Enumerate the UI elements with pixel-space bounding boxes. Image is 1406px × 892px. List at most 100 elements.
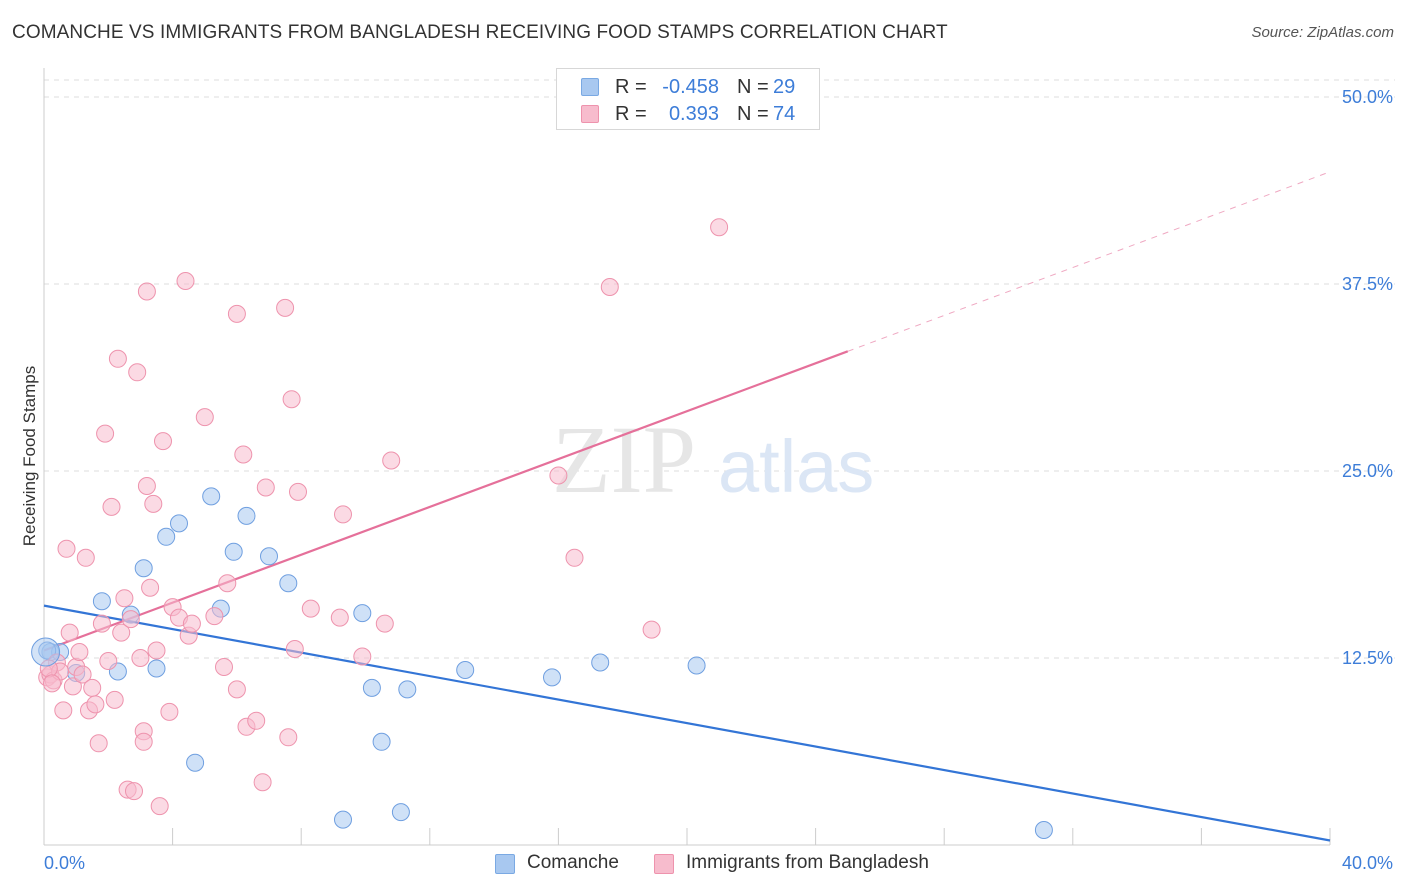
point-bangladesh xyxy=(54,701,73,720)
legend-series: Comanche Immigrants from Bangladesh xyxy=(0,852,1406,878)
point-bangladesh xyxy=(205,607,224,626)
point-bangladesh xyxy=(89,734,108,753)
point-bangladesh xyxy=(60,623,79,642)
legend-label-comanche: Comanche xyxy=(527,852,619,873)
point-bangladesh xyxy=(99,652,118,670)
point-bangladesh xyxy=(137,282,156,301)
y-tick-label: 50.0% xyxy=(1342,87,1393,107)
point-bangladesh xyxy=(215,658,233,676)
point-bangladesh xyxy=(301,599,320,618)
point-bangladesh xyxy=(334,505,352,524)
point-bangladesh xyxy=(144,494,163,513)
point-comanche xyxy=(237,506,256,525)
chart-title: COMANCHE VS IMMIGRANTS FROM BANGLADESH R… xyxy=(12,22,948,43)
legend-r-label: R = xyxy=(615,76,647,98)
point-bangladesh xyxy=(710,218,729,237)
point-comanche xyxy=(353,604,372,623)
point-comanche xyxy=(543,668,561,687)
legend-n-value: 74 xyxy=(773,103,796,125)
point-comanche xyxy=(202,487,221,506)
point-comanche xyxy=(591,653,610,672)
grid-layer xyxy=(44,79,1395,659)
point-bangladesh xyxy=(121,610,140,629)
watermark-atlas: atlas xyxy=(718,425,874,508)
point-bangladesh xyxy=(234,445,253,464)
point-bangladesh xyxy=(43,674,61,693)
point-comanche xyxy=(92,592,111,611)
y-tick-label: 25.0% xyxy=(1342,461,1393,481)
legend-swatch-bangladesh xyxy=(581,105,599,123)
point-bangladesh xyxy=(642,620,661,639)
point-bangladesh xyxy=(279,728,298,747)
point-bangladesh xyxy=(96,424,115,443)
point-comanche xyxy=(334,810,352,829)
point-bangladesh xyxy=(256,478,275,497)
legend-r-value: 0.393 xyxy=(668,103,719,125)
point-comanche xyxy=(186,753,205,772)
point-comanche xyxy=(372,732,391,751)
point-bangladesh xyxy=(57,539,76,558)
legend-row-comanche: R = -0.458 N = 29 xyxy=(557,73,819,101)
point-bangladesh xyxy=(70,643,89,661)
point-bangladesh xyxy=(102,497,121,516)
point-bangladesh xyxy=(182,614,201,633)
source-label: Source: ZipAtlas.com xyxy=(1251,24,1394,41)
point-bangladesh xyxy=(218,574,237,593)
point-bangladesh xyxy=(289,482,307,501)
point-bangladesh xyxy=(375,614,394,633)
point-bangladesh xyxy=(141,578,160,597)
point-comanche xyxy=(1034,821,1053,839)
point-bangladesh xyxy=(382,451,401,470)
point-bangladesh xyxy=(83,678,102,697)
point-bangladesh xyxy=(137,477,156,495)
point-bangladesh xyxy=(128,363,147,382)
legend-swatch-comanche xyxy=(581,78,599,96)
legend-n-value: 29 xyxy=(773,76,796,98)
point-comanche xyxy=(260,547,278,566)
watermark: ZIP atlas xyxy=(552,406,874,513)
point-comanche xyxy=(362,678,381,697)
legend-swatch-comanche xyxy=(495,854,515,874)
point-bangladesh xyxy=(134,732,153,751)
point-bangladesh xyxy=(353,647,372,666)
tick-labels: 12.5% 25.0% 37.5% 50.0% 0.0% 40.0% xyxy=(44,87,1393,873)
point-comanche xyxy=(456,661,475,679)
point-bangladesh xyxy=(154,432,172,451)
point-bangladesh xyxy=(115,589,134,608)
point-comanche xyxy=(147,659,166,678)
watermark-zip: ZIP xyxy=(552,406,696,513)
point-bangladesh xyxy=(76,548,95,567)
point-comanche xyxy=(157,527,176,546)
x-tick-label-min: 0.0% xyxy=(44,853,85,873)
legend-row-bangladesh: R = 0.393 N = 74 xyxy=(557,100,819,128)
point-comanche-large xyxy=(31,637,61,667)
point-bangladesh xyxy=(131,649,150,667)
legend-n-label: N = xyxy=(737,76,769,98)
y-tick-label: 12.5% xyxy=(1342,648,1393,668)
legend-r-value: -0.458 xyxy=(662,76,719,98)
point-comanche xyxy=(391,803,410,822)
trend-line-comanche xyxy=(43,604,1331,842)
y-axis-label: Receiving Food Stamps xyxy=(20,365,39,547)
legend-swatch-bangladesh xyxy=(654,854,674,874)
point-bangladesh xyxy=(105,690,124,709)
point-comanche xyxy=(224,542,243,561)
point-bangladesh xyxy=(330,608,349,627)
trend-line-bangladesh-extension xyxy=(847,171,1331,352)
point-comanche xyxy=(279,574,298,593)
point-bangladesh xyxy=(160,702,179,721)
point-bangladesh xyxy=(112,623,131,642)
point-bangladesh xyxy=(125,782,143,801)
axis-layer xyxy=(43,68,1331,846)
point-bangladesh xyxy=(285,640,304,658)
legend-n-label: N = xyxy=(737,103,769,125)
point-comanche xyxy=(170,514,188,533)
point-comanche xyxy=(398,680,417,699)
point-bangladesh xyxy=(92,614,111,633)
point-bangladesh xyxy=(195,408,214,427)
points-layer xyxy=(31,218,1053,839)
legend-label-bangladesh: Immigrants from Bangladesh xyxy=(686,852,929,873)
point-bangladesh xyxy=(549,466,568,485)
point-bangladesh xyxy=(600,278,619,296)
